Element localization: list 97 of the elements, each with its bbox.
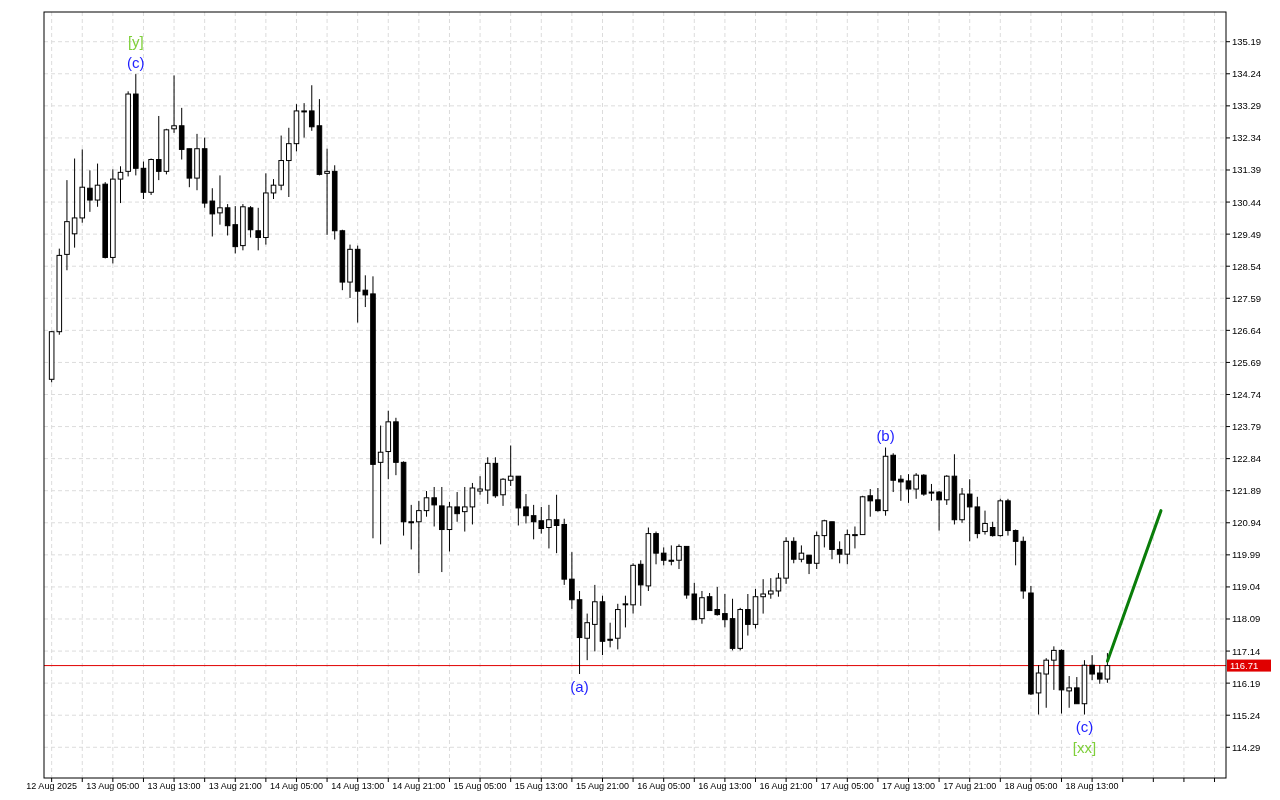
y-tick-label: 133.29	[1232, 100, 1262, 112]
candlestick	[270, 178, 277, 200]
candlestick	[439, 486, 445, 573]
candlestick	[255, 207, 262, 251]
x-tick-label: 17 Aug 05:00	[820, 781, 874, 791]
candlestick	[745, 593, 751, 637]
candlestick	[523, 493, 529, 524]
candlestick	[1089, 654, 1095, 681]
x-tick-label: 16 Aug 13:00	[698, 781, 752, 791]
candlestick	[1066, 675, 1072, 709]
candlestick	[913, 472, 919, 500]
x-tick-label: 13 Aug 21:00	[208, 781, 262, 791]
candlestick	[852, 525, 858, 549]
annotation: (c)	[127, 53, 145, 71]
x-tick-label: 17 Aug 21:00	[943, 781, 997, 791]
y-tick-label: 116.19	[1232, 677, 1261, 689]
candlestick	[653, 531, 659, 565]
x-tick-label: 14 Aug 21:00	[392, 781, 446, 791]
candlestick	[446, 501, 453, 552]
candlestick	[936, 490, 942, 532]
y-tick-label: 132.34	[1232, 132, 1262, 144]
y-tick-label: 117.14	[1232, 645, 1261, 657]
y-tick-label: 121.89	[1232, 485, 1262, 497]
candlestick	[87, 169, 93, 213]
y-tick-label: 127.59	[1232, 292, 1262, 304]
candlestick	[117, 165, 124, 204]
candlestick	[905, 473, 912, 504]
candlestick	[982, 510, 988, 536]
y-tick-label: 123.79	[1232, 421, 1262, 433]
x-tick-label: 16 Aug 05:00	[637, 781, 691, 791]
candlestick	[607, 622, 613, 648]
candlestick	[875, 487, 881, 513]
y-tick-label: 128.54	[1232, 260, 1262, 272]
candlestick	[217, 174, 223, 226]
y-tick-label: 125.69	[1232, 356, 1262, 368]
candlestick	[286, 127, 292, 198]
y-tick-label: 115.24	[1232, 709, 1261, 721]
x-tick-label: 15 Aug 13:00	[514, 781, 568, 791]
y-tick-label: 120.94	[1232, 517, 1262, 529]
candlestick	[377, 425, 384, 545]
annotation: [xx]	[1072, 739, 1097, 757]
x-tick-label: 12 Aug 2025	[26, 781, 77, 791]
candlestick	[569, 551, 575, 610]
x-tick-label: 18 Aug 05:00	[1004, 781, 1058, 791]
candlestick	[324, 148, 330, 236]
y-tick-label: 119.04	[1232, 581, 1261, 593]
candlestick	[760, 578, 766, 615]
x-tick-label: 18 Aug 13:00	[1065, 781, 1119, 791]
ref-line-label: 116.71	[1230, 660, 1259, 672]
candlestick	[454, 491, 460, 523]
candlestick	[416, 500, 422, 574]
candlestick	[806, 554, 812, 575]
candlestick	[500, 477, 506, 507]
candlestick	[301, 102, 307, 139]
y-tick-label: 122.84	[1232, 453, 1262, 465]
x-tick-label: 13 Aug 05:00	[86, 781, 140, 791]
candlestick	[722, 593, 728, 628]
x-tick-label: 16 Aug 21:00	[759, 781, 813, 791]
x-tick-label: 15 Aug 05:00	[453, 781, 507, 791]
candlestick	[676, 543, 682, 570]
y-tick-label: 131.39	[1232, 164, 1262, 176]
y-tick-label: 130.44	[1232, 196, 1262, 208]
y-tick-label: 135.19	[1232, 36, 1262, 48]
candlestick	[423, 490, 430, 518]
candlestick	[592, 584, 598, 652]
candlestick	[247, 205, 254, 239]
candlestick	[699, 590, 705, 625]
x-tick-label: 14 Aug 13:00	[331, 781, 385, 791]
y-tick-label: 124.74	[1232, 388, 1262, 400]
candlestick	[921, 473, 927, 497]
candlestick	[431, 486, 437, 527]
candlestick	[94, 163, 101, 208]
candlestick	[584, 613, 590, 661]
candlestick	[775, 572, 782, 598]
y-tick-label: 114.29	[1232, 741, 1261, 753]
candlestick	[546, 504, 552, 549]
y-tick-label: 118.09	[1232, 613, 1261, 625]
candlestick	[898, 474, 904, 502]
candlestick	[622, 595, 629, 628]
y-tick-label: 126.64	[1232, 324, 1262, 336]
annotation: (c)	[1075, 718, 1094, 736]
x-tick-label: 14 Aug 05:00	[269, 781, 323, 791]
candlestick	[1051, 645, 1057, 691]
candlestick	[171, 74, 177, 134]
candlestick	[1074, 676, 1080, 705]
y-tick-label: 119.99	[1232, 549, 1261, 561]
annotation: (a)	[570, 677, 589, 695]
candlestick	[477, 475, 483, 496]
annotation: [y]	[127, 32, 144, 50]
annotation: (b)	[876, 427, 895, 444]
x-tick-label: 15 Aug 21:00	[575, 781, 630, 791]
x-tick-label: 13 Aug 13:00	[147, 781, 201, 791]
candlestick	[768, 577, 774, 600]
x-tick-label: 17 Aug 13:00	[881, 781, 936, 791]
y-tick-label: 134.24	[1232, 68, 1262, 80]
candlestick	[140, 161, 147, 200]
y-tick-label: 129.49	[1232, 228, 1262, 240]
